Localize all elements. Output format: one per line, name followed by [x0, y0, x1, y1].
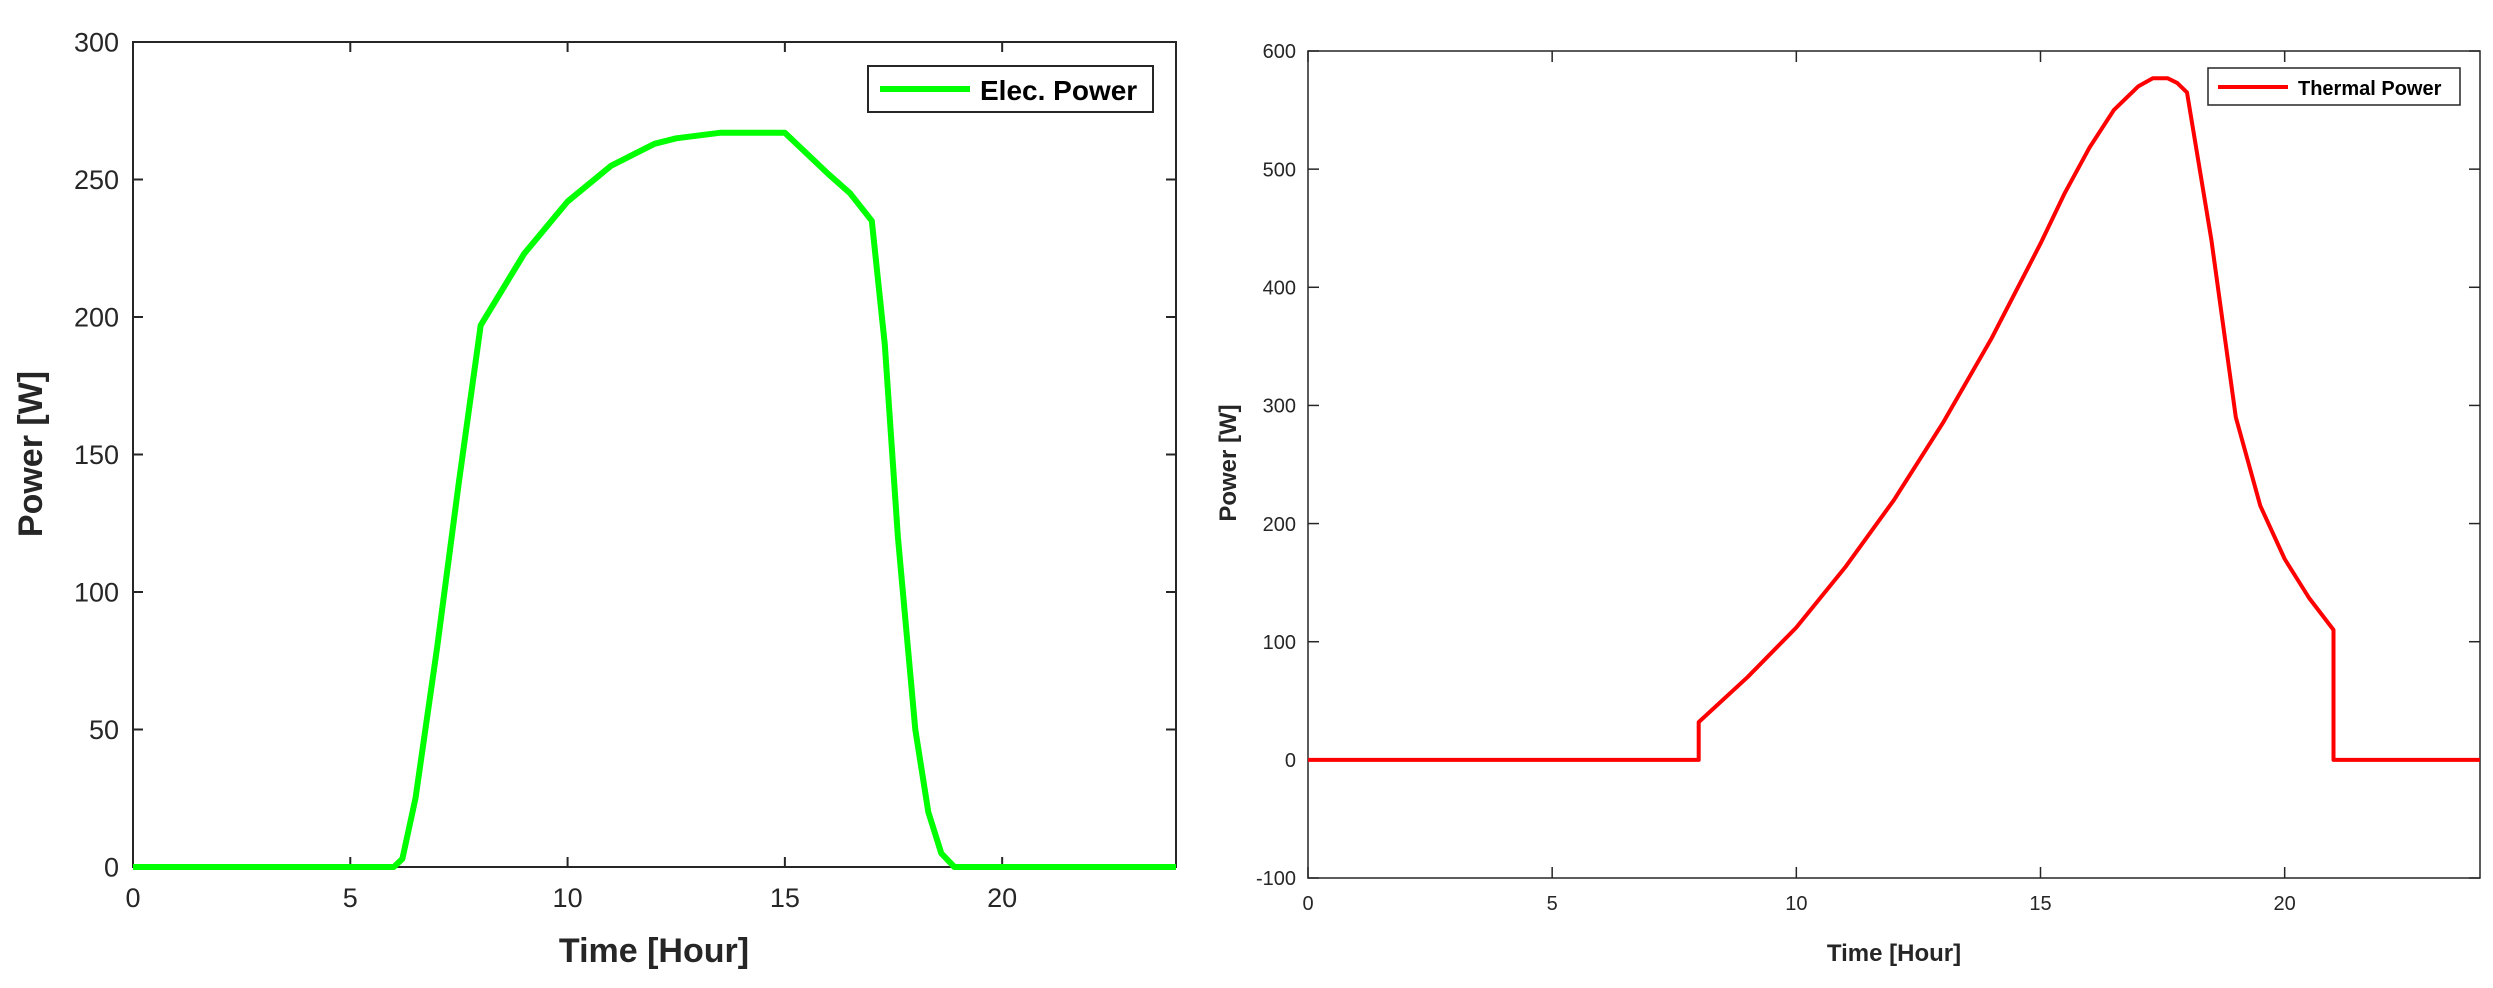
thermal-power-line — [1308, 76, 2480, 762]
y-tick-label: 300 — [1263, 396, 1296, 418]
x-tick-label: 20 — [2274, 893, 2296, 915]
y-tick-label: 200 — [1263, 514, 1296, 536]
elec-power-legend-label: Elec. Power — [980, 75, 1137, 106]
thermal-power-chart: -100 0 100 200 300 400 500 600 0 5 10 15 20 Time [H… — [1215, 41, 2481, 967]
y-tick-label: 50 — [89, 715, 119, 745]
x-tick-label: 5 — [343, 883, 358, 913]
x-tick-label: 10 — [1785, 893, 1807, 915]
right-y-axis-label: Power [W] — [1215, 404, 1242, 521]
y-tick-label: 250 — [74, 165, 119, 195]
y-tick-label: 100 — [1263, 632, 1296, 654]
y-tick-label: 300 — [74, 28, 119, 58]
y-tick-label: 100 — [74, 578, 119, 608]
right-legend: Thermal Power — [2207, 67, 2461, 106]
y-tick-label: 200 — [74, 303, 119, 333]
y-tick-label: 400 — [1263, 277, 1296, 299]
right-x-ticks: 0 5 10 15 20 — [1302, 51, 2296, 915]
x-tick-label: 15 — [2029, 893, 2051, 915]
y-tick-label: 500 — [1263, 159, 1296, 181]
x-tick-label: 0 — [125, 883, 140, 913]
y-tick-label: 600 — [1263, 41, 1296, 63]
x-tick-label: 0 — [1302, 893, 1313, 915]
left-plot-frame — [132, 41, 1177, 868]
y-tick-label: 0 — [104, 853, 119, 883]
elec-power-line — [133, 129, 1176, 870]
y-tick-label: 0 — [1285, 750, 1296, 772]
left-x-ticks: 0 5 10 15 20 — [125, 42, 1017, 913]
x-tick-label: 10 — [553, 883, 583, 913]
right-x-axis-label: Time [Hour] — [1827, 940, 1961, 967]
left-x-axis-label: Time [Hour] — [559, 932, 749, 970]
x-tick-label: 15 — [770, 883, 800, 913]
left-y-axis-label: Power [W] — [12, 371, 50, 537]
y-tick-label: 150 — [74, 440, 119, 470]
right-y-ticks: -100 0 100 200 300 400 500 600 — [1256, 41, 2480, 890]
y-tick-label: -100 — [1256, 868, 1296, 890]
thermal-power-legend-label: Thermal Power — [2298, 78, 2442, 100]
x-tick-label: 5 — [1547, 893, 1558, 915]
left-y-ticks: 0 50 100 150 200 250 300 — [74, 28, 1176, 883]
left-legend: Elec. Power — [867, 65, 1154, 113]
x-tick-label: 20 — [987, 883, 1017, 913]
right-plot-frame — [1307, 50, 2481, 879]
